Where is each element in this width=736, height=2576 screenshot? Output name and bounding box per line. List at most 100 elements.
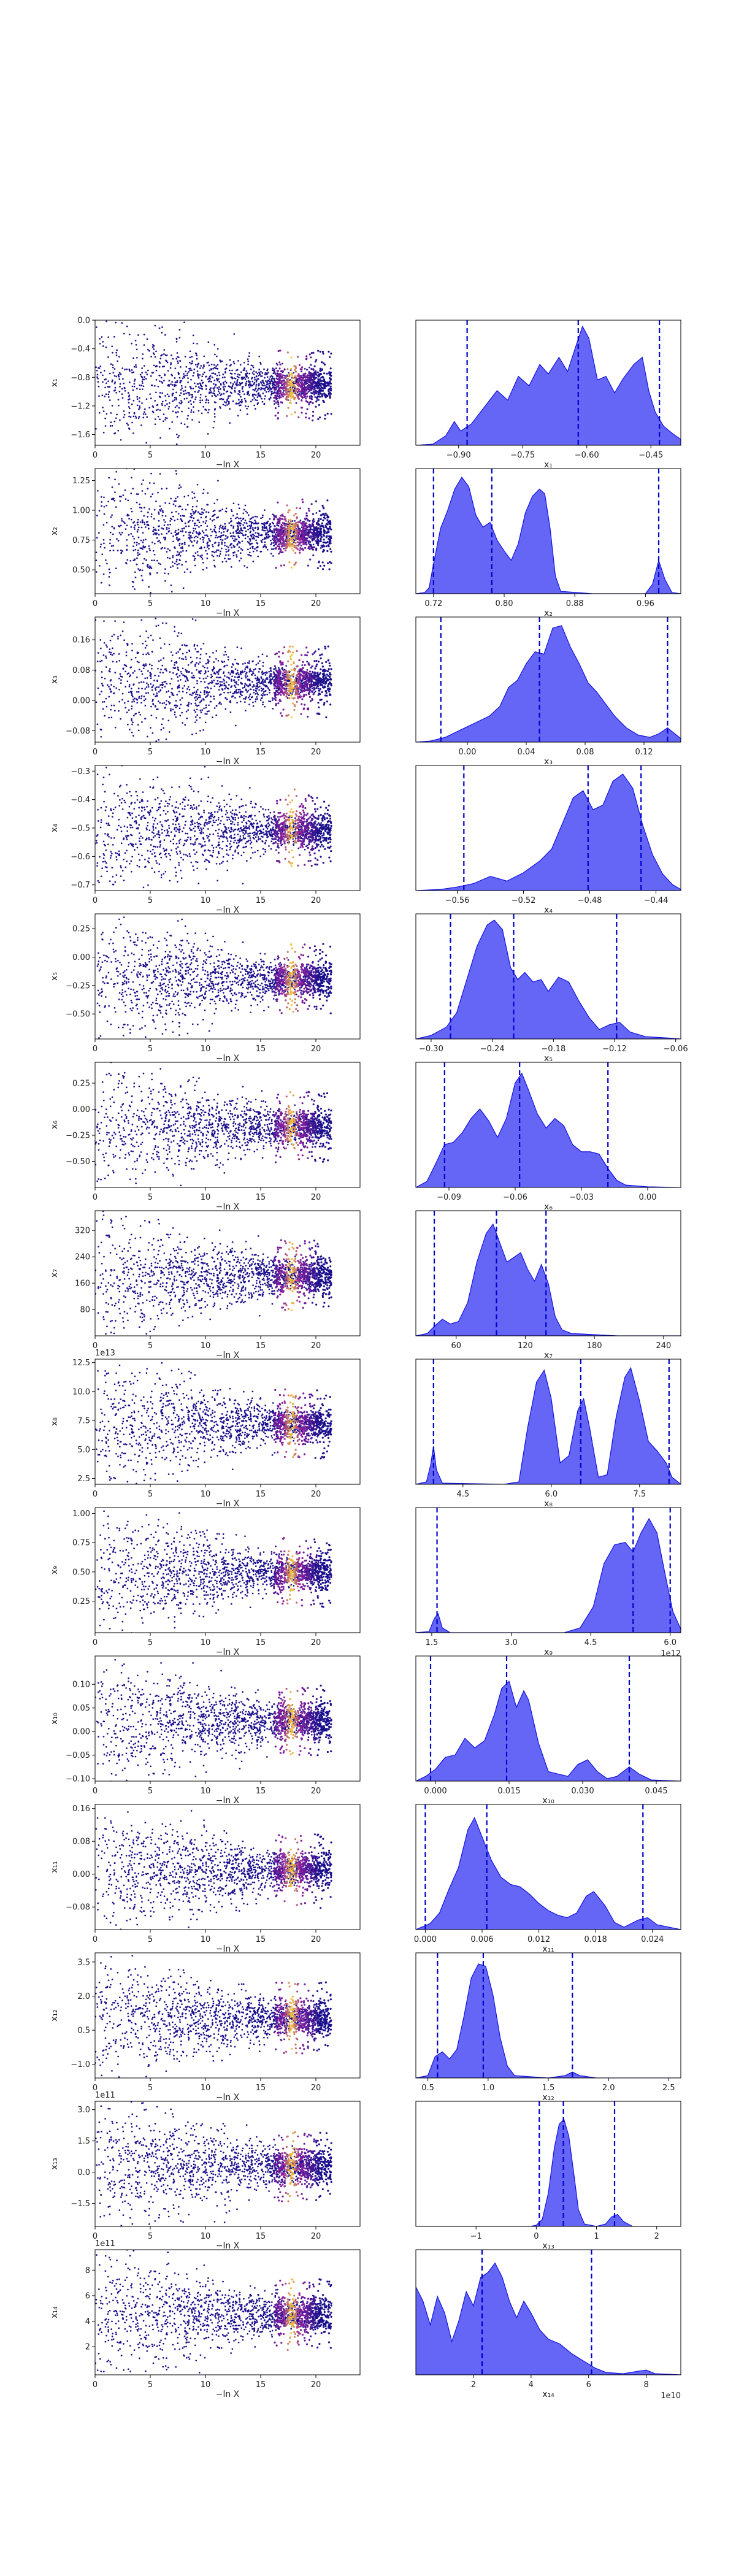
posterior-frame-x4 — [415, 765, 681, 891]
scatter-y-tick-label: −0.4 — [71, 345, 90, 354]
scatter-y-tick-label: −1.6 — [71, 431, 90, 440]
scatter-panel-x5: 0 5 10 15 20 −ln X 0.25 0.00 −0.25 −0.50 x₅ — [50, 913, 361, 1064]
scatter-xlabel: −ln X — [216, 1202, 240, 1212]
posterior-x-tick-label: 6.0 — [664, 1638, 677, 1647]
posterior-x-tick-label: 0.12 — [635, 748, 653, 757]
scatter-points-x5 — [96, 916, 332, 1039]
posterior-x-tick-label: 0.006 — [470, 1935, 493, 1944]
scatter-y-tick-label: 0.50 — [72, 566, 90, 575]
scatter-points-x13 — [95, 2101, 332, 2226]
posterior-x-tick-label: 6 — [586, 2380, 591, 2390]
scatter-y-tick-label: −0.08 — [66, 1903, 90, 1912]
posterior-xlabel: x₆ — [544, 1202, 553, 1212]
posterior-x-tick-label: −0.06 — [503, 1193, 527, 1202]
scatter-x-tick-label: 10 — [201, 2083, 211, 2093]
posterior-x-tick-label: −0.48 — [578, 896, 602, 905]
scatter-x-tick-label: 10 — [201, 2380, 211, 2390]
posterior-panel-x10: 0.000 0.015 0.030 0.045 x₁₀ — [415, 1655, 681, 1806]
scatter-points-x9 — [95, 1510, 332, 1633]
posterior-x-tick-label: 0.00 — [459, 748, 477, 757]
scatter-panel-x13: 0 5 10 15 20 −ln X 3.0 1.5 0.0 −1.5 x₁₃ 1e11 — [50, 2091, 361, 2251]
scatter-x-tick-label: 15 — [256, 1193, 266, 1202]
posterior-xlabel: x₃ — [544, 757, 553, 767]
scatter-x-tick-label: 15 — [256, 1935, 266, 1944]
scatter-frame-x3 — [94, 616, 361, 743]
scatter-x-tick-label: 20 — [311, 2380, 321, 2390]
posterior-kde-area — [416, 325, 681, 445]
scatter-y-tick-label: 0.25 — [72, 1079, 90, 1089]
scatter-frame-x12 — [94, 1952, 361, 2079]
posterior-x-tick-label: 4.5 — [585, 1638, 597, 1647]
posterior-x-tick-label: 0.96 — [637, 599, 654, 608]
posterior-panel-x14: 2 4 6 8 x₁₄ 1e10 — [415, 2249, 681, 2401]
scatter-y-tick-label: 0.00 — [72, 697, 90, 706]
posterior-panel-x12: 0.5 1.0 1.5 2.0 2.5 x₁₂ — [415, 1952, 681, 2103]
scatter-y-tick-label: −1.2 — [71, 402, 90, 411]
posterior-kde-area — [416, 919, 681, 1039]
scatter-x-tick-label: 15 — [256, 2083, 266, 2093]
scatter-y-tick-label: −1.0 — [71, 2060, 90, 2069]
posterior-x-tick-label: −0.24 — [480, 1045, 505, 1054]
posterior-kde-area — [416, 2118, 681, 2226]
scatter-y-tick-label: −0.4 — [71, 795, 90, 805]
scatter-y-tick-label: −0.08 — [66, 727, 90, 736]
posterior-frame-x3 — [415, 616, 681, 743]
posterior-frame-x1 — [415, 320, 681, 446]
scatter-ylabel: x₁₃ — [50, 2158, 59, 2170]
posterior-panel-x5: −0.30 −0.24 −0.18 −0.12 −0.06 x₅ — [415, 913, 688, 1064]
scatter-xlabel: −ln X — [216, 1499, 240, 1509]
posterior-kde-area — [416, 1681, 681, 1781]
scatter-y-tick-label: 0.50 — [72, 1568, 90, 1577]
posterior-x-tick-label: −0.90 — [447, 451, 471, 460]
scatter-x-tick-label: 15 — [256, 1341, 266, 1351]
scatter-x-tick-label: 0 — [93, 1045, 98, 1054]
scatter-y-tick-label: 0.05 — [72, 1704, 90, 1713]
scatter-y-exponent: 1e13 — [95, 1349, 115, 1358]
posterior-x-tick-label: 4 — [529, 2380, 534, 2390]
posterior-frame-x13 — [415, 2101, 681, 2227]
scatter-x-tick-label: 0 — [93, 1787, 98, 1796]
posterior-x-tick-label: 120 — [518, 1341, 533, 1351]
posterior-panel-x1: −0.90 −0.75 −0.60 −0.45 x₁ — [415, 320, 681, 470]
scatter-x-tick-label: 0 — [93, 1193, 98, 1202]
posterior-x-tick-label: 4.5 — [456, 1490, 469, 1499]
scatter-y-tick-label: −0.50 — [66, 1157, 90, 1167]
scatter-x-tick-label: 5 — [148, 1935, 153, 1944]
scatter-frame-x5 — [94, 913, 361, 1040]
scatter-y-tick-label: −0.7 — [71, 881, 90, 890]
scatter-points-x14 — [95, 2250, 332, 2374]
scatter-panel-x9: 0 5 10 15 20 −ln X 1.00 0.75 0.50 0.25 x₉ — [50, 1507, 361, 1657]
posterior-kde-area — [416, 1072, 681, 1187]
scatter-xlabel: −ln X — [216, 1647, 240, 1657]
posterior-xlabel: x₂ — [544, 608, 553, 618]
scatter-y-tick-label: 0.08 — [72, 1838, 90, 1847]
scatter-panel-x11: 0 5 10 15 20 −ln X 0.16 0.08 0.00 −0.08 x₁₁ — [50, 1804, 361, 1954]
posterior-x-tick-label: 0.015 — [497, 1787, 520, 1796]
posterior-kde-area — [416, 1223, 681, 1336]
scatter-frame-x2 — [94, 468, 361, 594]
scatter-panel-x1: 0 5 10 15 20 −ln X 0.0 −0.4 −0.8 −1.2 −1.6 x₁ — [50, 316, 361, 470]
scatter-x-tick-label: 10 — [201, 1787, 211, 1796]
scatter-frame-x11 — [94, 1804, 361, 1930]
posterior-x-tick-label: 0.80 — [496, 599, 513, 608]
scatter-ylabel: x₄ — [50, 824, 59, 832]
scatter-x-tick-label: 0 — [93, 1490, 98, 1499]
scatter-points-x4 — [95, 765, 332, 889]
scatter-y-tick-label: 8 — [85, 2266, 90, 2275]
scatter-y-tick-label: 160 — [75, 1279, 90, 1289]
scatter-panel-x14: 0 5 10 15 20 −ln X 8 6 4 2 x₁₄ 1e11 — [50, 2239, 361, 2399]
scatter-x-tick-label: 20 — [311, 748, 321, 757]
posterior-x-tick-label: −0.09 — [437, 1193, 461, 1202]
scatter-y-tick-label: −0.8 — [71, 374, 90, 383]
posterior-x-tick-label: 0.04 — [518, 748, 535, 757]
posterior-kde-area — [416, 2262, 681, 2375]
scatter-points-x2 — [95, 469, 332, 594]
scatter-y-tick-label: 3.0 — [77, 2106, 90, 2115]
scatter-y-tick-label: −0.05 — [66, 1751, 90, 1760]
scatter-points-x10 — [95, 1658, 332, 1781]
posterior-kde-area — [416, 1817, 681, 1930]
scatter-panel-x4: 0 5 10 15 20 −ln X −0.3 −0.4 −0.5 −0.6 −0.7 x₄ — [50, 765, 361, 915]
scatter-x-tick-label: 0 — [93, 599, 98, 608]
scatter-points-x1 — [95, 320, 332, 445]
scatter-ylabel: x₁₁ — [50, 1861, 59, 1873]
